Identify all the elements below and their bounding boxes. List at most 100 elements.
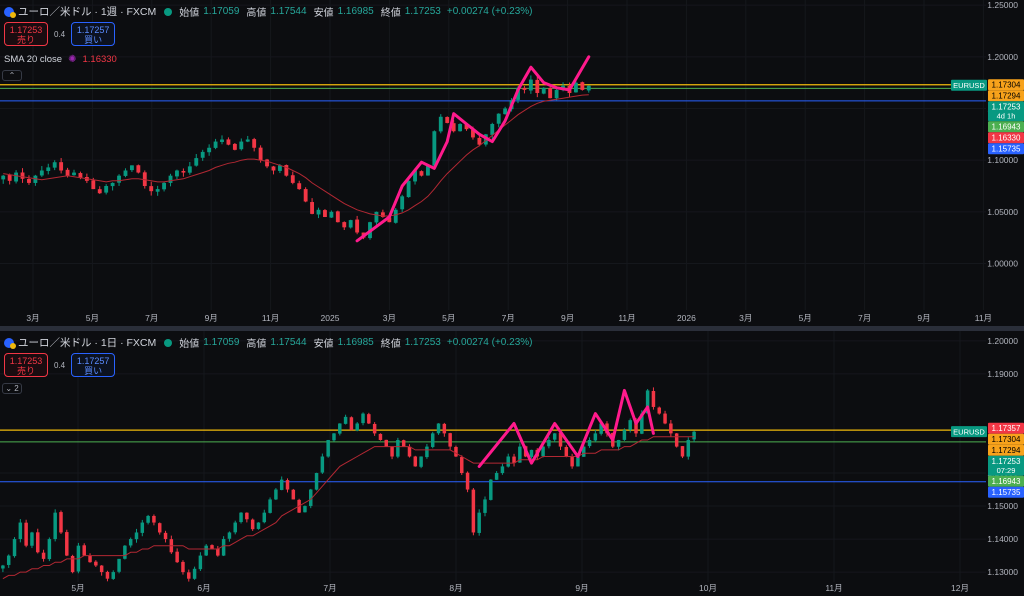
x-tick-label: 9月 [561, 313, 574, 323]
candle-body [175, 551, 179, 563]
x-tick-label: 5月 [71, 583, 84, 593]
candle-body [490, 124, 495, 135]
candle-body [157, 523, 162, 533]
sma-indicator-legend[interactable]: SMA 20 close ✺ 1.16330 [4, 54, 117, 65]
candle-body [425, 165, 430, 176]
candle-body [88, 555, 92, 563]
candle-body [105, 571, 110, 579]
candle-body [310, 202, 315, 214]
candle-body [384, 439, 388, 447]
candle-body [558, 432, 563, 447]
candle-body [477, 137, 482, 145]
trade-buttons: 1.17253 売り 0.4 1.17257 買い [4, 22, 116, 46]
candle-body [494, 473, 499, 480]
symbol-tag [951, 79, 987, 91]
candle-body [622, 430, 627, 440]
daily-chart-pane[interactable]: 1.200001.190001.160001.150001.140001.130… [0, 331, 1024, 596]
candle-body [245, 139, 250, 142]
price-tag [988, 475, 1024, 487]
price-tag [988, 79, 1024, 91]
indicator-settings-icon[interactable]: ✺ [68, 54, 77, 65]
candle-body [587, 439, 592, 447]
candle-body [20, 172, 25, 179]
candle-body [168, 175, 173, 183]
candle-body [46, 167, 51, 171]
low-value: 1.16985 [337, 6, 374, 17]
y-tick-label: 1.00000 [987, 259, 1018, 269]
y-tick-label: 1.14000 [987, 534, 1018, 544]
price-tag-label: 1.15735 [992, 145, 1021, 154]
time-axis [0, 310, 986, 326]
x-tick-label: 9月 [917, 313, 930, 323]
expand-indicators-button[interactable]: ⌄ 2 [2, 383, 22, 394]
y-tick-label: 1.20000 [987, 336, 1018, 346]
buy-button[interactable]: 1.17257 買い [71, 22, 116, 46]
candle-body [232, 143, 237, 150]
candle-body [65, 169, 70, 176]
candle-body [396, 439, 400, 457]
high-value: 1.17544 [270, 337, 307, 348]
candle-body [516, 87, 520, 100]
x-tick-label: 2026 [677, 313, 696, 323]
price-tag-label: 1.17304 [992, 435, 1021, 444]
candle-body [24, 522, 28, 546]
candle-body [430, 433, 435, 447]
candle-body [593, 433, 598, 441]
candle-body [65, 532, 69, 556]
market-open-icon [164, 7, 173, 16]
candle-body [36, 532, 40, 553]
candle-body [401, 440, 406, 447]
sell-price: 1.17253 [9, 356, 43, 366]
close-label: 終値 [380, 8, 401, 19]
weekly-chart-pane[interactable]: 1.250001.200001.150001.100001.050001.000… [0, 0, 1024, 326]
candle-body [129, 165, 134, 171]
candle-body [640, 413, 644, 434]
candle-body [570, 457, 574, 467]
price-tag-label: 1.17253 [992, 103, 1021, 112]
collapse-indicators-button[interactable]: ⌃ [2, 70, 22, 81]
daily-chart[interactable]: 1.200001.190001.160001.150001.140001.130… [0, 331, 1024, 596]
price-tag [988, 132, 1024, 144]
weekly-chart[interactable]: 1.250001.200001.150001.100001.050001.000… [0, 0, 1024, 326]
candle-body [140, 522, 145, 533]
low-label: 安値 [313, 339, 334, 350]
spread-value: 0.4 [54, 29, 66, 39]
x-tick-label: 9月 [205, 313, 218, 323]
candle-body [580, 82, 585, 90]
candle-body [628, 420, 632, 430]
price-axis [986, 0, 1024, 326]
x-tick-label: 9月 [575, 583, 588, 593]
candle-body [471, 489, 476, 533]
candle-body [155, 189, 160, 192]
candle-body [7, 175, 12, 181]
symbol-title[interactable]: ユーロ／米ドル · 1日 · FXCM [18, 337, 157, 349]
symbol-title[interactable]: ユーロ／米ドル · 1週 · FXCM [18, 6, 157, 18]
symbol-tag-label: EURUSD [953, 428, 985, 437]
open-value: 1.17059 [203, 337, 240, 348]
candle-body [528, 79, 533, 91]
candle-body [142, 172, 147, 186]
symbol-tag [951, 426, 987, 438]
change-value: +0.00274 (+0.23%) [446, 6, 533, 17]
candle-body [616, 439, 621, 447]
candle-body [465, 472, 470, 490]
candle-body [674, 433, 679, 447]
symbol-legend: ユーロ／米ドル · 1日 · FXCM 始値 1.17059 高値 1.17544 … [4, 335, 533, 350]
price-tag-label: 1.15735 [992, 488, 1021, 497]
candle-body [117, 558, 121, 572]
buy-button[interactable]: 1.17257 買い [71, 353, 116, 377]
candle-body [483, 499, 487, 513]
sell-button[interactable]: 1.17253 売り [4, 22, 48, 46]
candle-body [227, 532, 232, 539]
sell-button[interactable]: 1.17253 売り [4, 353, 48, 377]
pane-divider[interactable] [0, 326, 1024, 331]
x-tick-label: 5月 [86, 313, 99, 323]
x-tick-label: 7月 [502, 313, 515, 323]
candle-body [460, 457, 464, 474]
x-tick-label: 5月 [442, 313, 455, 323]
candle-body [390, 446, 394, 457]
candle-body [291, 489, 296, 500]
candle-body [581, 446, 586, 457]
price-tag-label: 1.17294 [992, 446, 1021, 455]
price-tag-countdown: 4d 1h [997, 112, 1016, 121]
